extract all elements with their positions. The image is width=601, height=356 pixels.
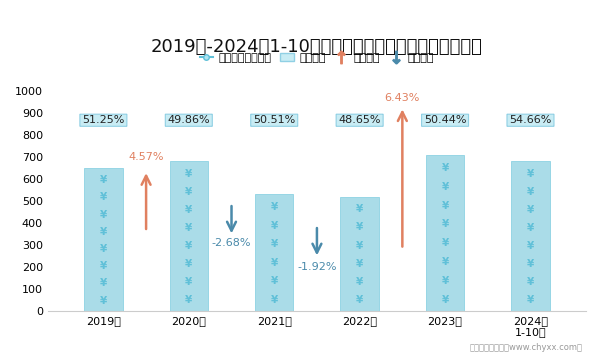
Text: ¥: ¥: [270, 203, 278, 213]
Text: -1.92%: -1.92%: [297, 262, 337, 272]
Text: ¥: ¥: [441, 238, 449, 248]
Text: 制图：智研咨询（www.chyxx.com）: 制图：智研咨询（www.chyxx.com）: [470, 344, 583, 352]
Text: ¥: ¥: [100, 278, 107, 288]
Text: -2.68%: -2.68%: [212, 238, 251, 248]
FancyBboxPatch shape: [165, 114, 212, 126]
Text: ¥: ¥: [100, 244, 107, 254]
Bar: [511, 162, 550, 311]
Text: ¥: ¥: [185, 241, 192, 251]
Text: ¥: ¥: [441, 276, 449, 286]
Text: ¥: ¥: [185, 259, 192, 269]
Text: ¥: ¥: [527, 205, 534, 215]
Text: ¥: ¥: [270, 239, 278, 250]
Title: 2019年-2024年1-10月吉林省累计原保险保费收入统计图: 2019年-2024年1-10月吉林省累计原保险保费收入统计图: [151, 38, 483, 56]
Text: ¥: ¥: [100, 210, 107, 220]
Text: 49.86%: 49.86%: [168, 115, 210, 125]
Text: 50.51%: 50.51%: [253, 115, 295, 125]
FancyBboxPatch shape: [507, 114, 554, 126]
Text: ¥: ¥: [100, 227, 107, 237]
Text: 6.43%: 6.43%: [385, 93, 420, 103]
Text: ¥: ¥: [356, 222, 363, 232]
Text: ¥: ¥: [527, 295, 534, 305]
Text: ¥: ¥: [270, 221, 278, 231]
FancyBboxPatch shape: [421, 114, 469, 126]
Text: ¥: ¥: [185, 223, 192, 233]
Text: ¥: ¥: [356, 259, 363, 269]
Text: ¥: ¥: [527, 223, 534, 233]
Text: ¥: ¥: [270, 295, 278, 305]
Bar: [84, 168, 123, 311]
Text: ¥: ¥: [527, 187, 534, 197]
Bar: [340, 197, 379, 311]
Text: ¥: ¥: [356, 204, 363, 214]
FancyBboxPatch shape: [80, 114, 127, 126]
Bar: [426, 155, 465, 311]
Text: ¥: ¥: [100, 192, 107, 202]
Bar: [255, 194, 293, 311]
Text: ¥: ¥: [527, 169, 534, 179]
Text: ¥: ¥: [100, 295, 107, 306]
FancyBboxPatch shape: [336, 114, 383, 126]
Text: ¥: ¥: [441, 219, 449, 230]
Text: ¥: ¥: [356, 277, 363, 287]
Text: ¥: ¥: [441, 201, 449, 211]
Text: ¥: ¥: [185, 295, 192, 305]
Text: ¥: ¥: [100, 175, 107, 185]
Text: ¥: ¥: [185, 187, 192, 197]
Text: ¥: ¥: [356, 295, 363, 305]
Text: ¥: ¥: [185, 205, 192, 215]
Text: ¥: ¥: [527, 241, 534, 251]
Text: ¥: ¥: [441, 182, 449, 192]
Text: ¥: ¥: [441, 295, 449, 305]
Text: ¥: ¥: [441, 257, 449, 267]
Text: 48.65%: 48.65%: [338, 115, 381, 125]
Text: ¥: ¥: [100, 261, 107, 271]
Bar: [169, 162, 208, 311]
Text: ¥: ¥: [356, 241, 363, 251]
Text: 50.44%: 50.44%: [424, 115, 466, 125]
Text: 51.25%: 51.25%: [82, 115, 124, 125]
Legend: 累计保费（亿元）, 寿险占比, 同比增加, 同比减少: 累计保费（亿元）, 寿险占比, 同比增加, 同比减少: [195, 48, 439, 67]
Text: ¥: ¥: [441, 163, 449, 173]
Text: ¥: ¥: [527, 277, 534, 287]
Text: 54.66%: 54.66%: [509, 115, 552, 125]
Text: ¥: ¥: [527, 259, 534, 269]
Text: 4.57%: 4.57%: [129, 152, 164, 162]
Text: ¥: ¥: [185, 169, 192, 179]
Text: ¥: ¥: [270, 276, 278, 286]
FancyBboxPatch shape: [251, 114, 297, 126]
Text: ¥: ¥: [270, 258, 278, 268]
Text: ¥: ¥: [185, 277, 192, 287]
